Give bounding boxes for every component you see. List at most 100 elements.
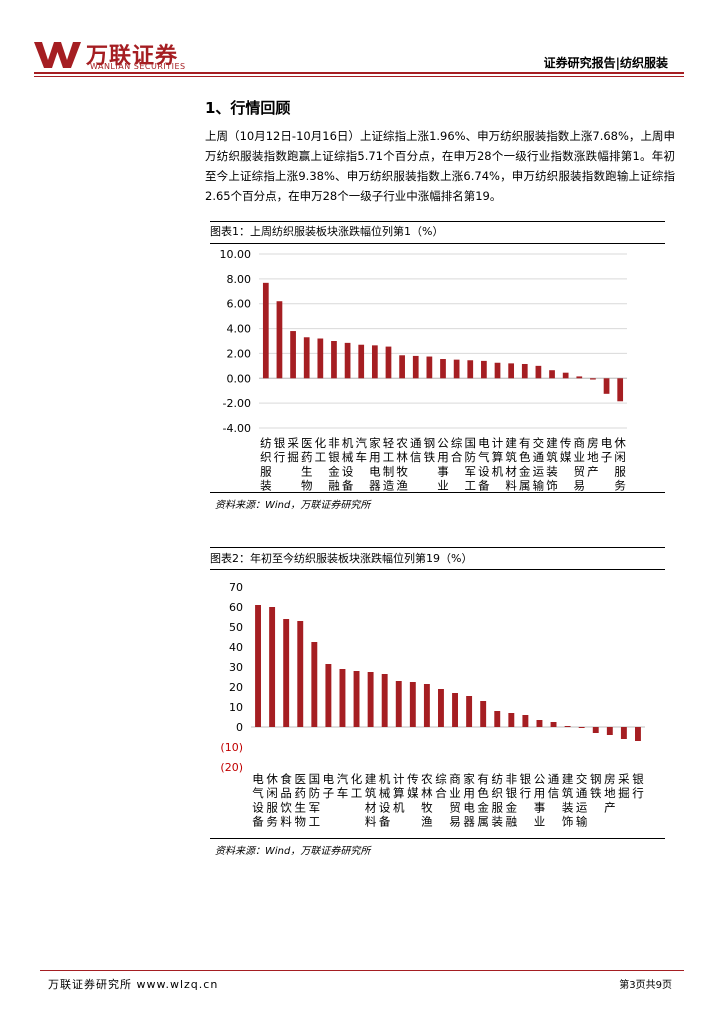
category-label: 通信 xyxy=(410,436,422,464)
y-tick-label: 40 xyxy=(229,641,243,654)
bar xyxy=(603,378,610,394)
bar xyxy=(276,301,283,379)
category-label: 钢铁 xyxy=(424,436,436,464)
bar xyxy=(371,345,378,379)
bar xyxy=(467,360,474,379)
category-label: 农林牧渔 xyxy=(396,436,408,492)
bar xyxy=(620,727,627,739)
bar xyxy=(367,672,374,727)
category-label: 休闲服务 xyxy=(266,772,278,829)
header-divider-thin xyxy=(34,76,684,77)
y-tick-label: 60 xyxy=(229,601,243,614)
category-label: 电子 xyxy=(601,436,613,464)
bar xyxy=(481,360,487,379)
category-label: 采掘 xyxy=(618,772,630,800)
category-label: 钢铁 xyxy=(590,772,602,800)
bar xyxy=(317,338,324,379)
wanlian-logo-icon xyxy=(34,42,81,68)
bar xyxy=(562,372,569,379)
category-label: 建筑装饰 xyxy=(546,436,558,492)
y-tick-label: 4.00 xyxy=(227,323,252,336)
bar xyxy=(344,342,351,379)
bar xyxy=(440,359,446,379)
category-label: 国防军工 xyxy=(465,436,477,492)
category-label: 交通运输 xyxy=(576,772,588,829)
bar xyxy=(255,605,261,727)
figure2-title: 图表2：年初至今纺织服装板块涨跌幅位列第19（%） xyxy=(210,552,473,565)
y-tick-label: 2.00 xyxy=(227,347,252,360)
bar xyxy=(578,727,585,728)
bar xyxy=(399,355,405,379)
bar xyxy=(508,363,515,379)
y-tick-label: 70 xyxy=(229,581,243,594)
bar xyxy=(412,355,419,379)
page-number: 第3页共9页 xyxy=(619,980,672,991)
category-label: 有色金属 xyxy=(477,772,489,829)
bar xyxy=(381,674,388,727)
bar xyxy=(550,722,557,727)
bar xyxy=(269,607,276,727)
bar xyxy=(262,282,269,379)
bar xyxy=(535,365,542,379)
bar xyxy=(353,671,360,727)
category-label: 医药生物 xyxy=(301,436,313,492)
category-label: 公用事业 xyxy=(437,436,449,492)
category-label: 商业贸易 xyxy=(449,772,461,829)
footer-website: 万联证券研究所 www.wlzq.cn xyxy=(48,978,219,991)
category-label: 建筑装饰 xyxy=(562,772,574,829)
category-label: 商业贸易 xyxy=(574,436,586,492)
bar xyxy=(480,701,487,727)
bar xyxy=(297,621,304,727)
category-label: 纺织服装 xyxy=(492,772,504,829)
category-label: 公用事业 xyxy=(534,772,546,829)
category-label: 机械设备 xyxy=(379,772,391,829)
bar xyxy=(592,727,599,733)
bar xyxy=(606,727,613,735)
figure1-chart: -4.00 -2.00 0.00 2.00 4.00 6.00 8.00 10.00 纺织服装银… xyxy=(220,248,627,492)
category-label: 银行 xyxy=(520,772,532,800)
y-tick-label: 0 xyxy=(236,721,243,734)
category-label: 化工 xyxy=(315,436,327,464)
figure2-bottom-rule xyxy=(210,838,665,839)
bar xyxy=(536,720,543,727)
bar xyxy=(452,693,458,727)
category-label: 传媒 xyxy=(407,772,419,800)
bar xyxy=(283,619,290,727)
figure2-title-rule xyxy=(210,569,665,570)
category-label: 非银金融 xyxy=(506,772,518,829)
logo-subtext: WANLIAN SECURITIES xyxy=(90,62,186,71)
category-label: 纺织服装 xyxy=(260,436,272,492)
bar xyxy=(521,363,528,379)
y-tick-label: 6.00 xyxy=(227,298,252,311)
category-label: 汽车 xyxy=(337,772,349,800)
category-label: 电子 xyxy=(323,772,335,800)
category-label: 休闲服务 xyxy=(614,436,626,492)
category-label: 建筑材料 xyxy=(365,772,377,829)
section-paragraph: 上周（10月12日-10月16日）上证综指上涨1.96%、申万纺织服装指数上涨7… xyxy=(205,129,675,203)
bar xyxy=(331,341,337,379)
category-label: 化工 xyxy=(351,772,363,800)
category-label: 综合 xyxy=(451,436,463,464)
y-tick-label: (20) xyxy=(220,761,243,774)
y-tick-label: -2.00 xyxy=(223,397,251,410)
category-label: 银行 xyxy=(274,436,286,464)
category-label: 家用电器 xyxy=(369,436,381,492)
category-label: 房地产 xyxy=(587,436,599,478)
category-label: 轻工制造 xyxy=(383,436,395,492)
bar xyxy=(635,727,641,741)
y-tick-label: (10) xyxy=(220,741,243,754)
figure1-bottom-rule xyxy=(210,492,665,493)
category-label: 国防军工 xyxy=(309,772,321,829)
bar xyxy=(339,669,346,727)
bar xyxy=(358,344,365,379)
category-label: 家用电器 xyxy=(463,772,475,829)
category-label: 汽车 xyxy=(355,436,367,464)
category-label: 农林牧渔 xyxy=(421,772,433,829)
category-label: 电气设备 xyxy=(478,436,490,492)
category-label: 采掘 xyxy=(287,436,299,464)
bar xyxy=(385,346,392,379)
category-label: 交通运输 xyxy=(533,436,545,492)
figure2-top-rule xyxy=(210,547,665,548)
bar xyxy=(438,689,444,727)
y-tick-label: 20 xyxy=(229,681,243,694)
